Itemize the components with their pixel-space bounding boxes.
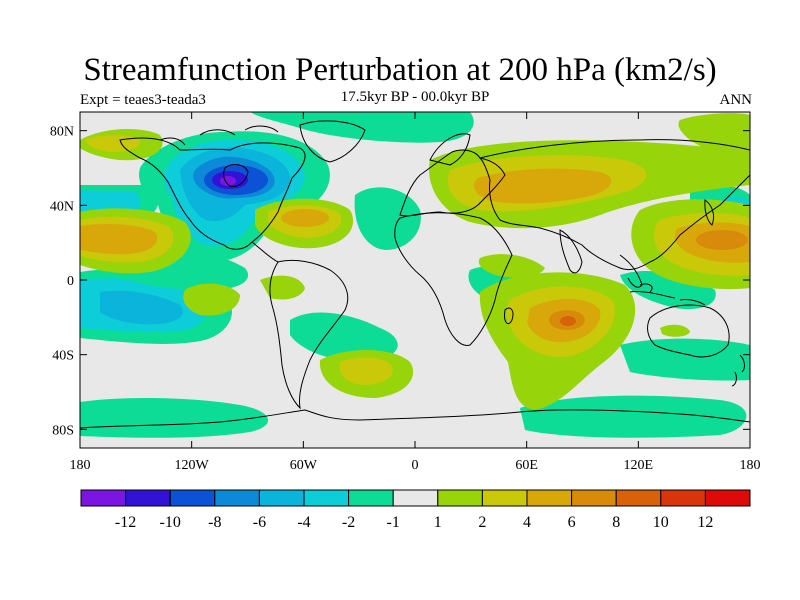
colorbar-label: -10	[160, 514, 181, 531]
contour-africa-pos	[478, 254, 545, 278]
coastline-central-america	[251, 241, 279, 263]
lon-tick-label: 60W	[290, 458, 318, 473]
colorbar-label: -4	[297, 514, 310, 531]
contour-southern-neg	[80, 398, 269, 438]
colorbar-label: 12	[697, 514, 713, 531]
coastline-indochina	[619, 254, 643, 288]
colorbar-swatch	[303, 489, 350, 507]
colorbar-swatch	[437, 489, 483, 507]
contour-arctic-neg	[250, 112, 474, 143]
latitude-axis: 80N 40N 0 40S 80S	[50, 125, 750, 438]
colorbar-label: 4	[523, 514, 531, 531]
contour-fields	[80, 112, 750, 438]
colorbar: -12 -10 -8 -6 -4 -2 -1 1 2 4 6 8 10 12	[80, 489, 751, 531]
colorbar-swatch	[526, 489, 573, 507]
colorbar-swatch	[348, 489, 394, 507]
colorbar-swatch	[214, 489, 260, 507]
colorbar-swatch	[125, 489, 171, 507]
contour-indian-pos5	[560, 316, 576, 326]
colorbar-label: 10	[653, 514, 669, 531]
colorbar-swatch	[615, 489, 662, 507]
experiment-label: Expt = teaes3-teada3	[80, 92, 206, 108]
colorbar-swatch	[80, 489, 127, 507]
coastline-madagascar	[504, 307, 514, 325]
contour-eurasia-pos3	[473, 168, 612, 204]
colorbar-label: 1	[434, 514, 442, 531]
lon-tick-label: 60E	[515, 458, 538, 473]
contour-westpac-pos4	[696, 230, 748, 250]
contour-usa-pos3	[281, 209, 329, 227]
lat-tick-label: 40S	[52, 349, 74, 364]
coastline-scandinavia	[429, 133, 471, 166]
longitude-axis: 180 120W 60W 0 60E 120E 180	[70, 112, 761, 473]
colorbar-label: 8	[612, 514, 620, 531]
coastline-greenland	[299, 120, 366, 163]
colorbar-swatch	[704, 489, 751, 507]
colorbar-swatch	[169, 489, 216, 507]
lat-tick-label: 80N	[50, 125, 74, 140]
contour-centralpac-pos3	[80, 224, 158, 255]
positive-contours	[80, 113, 750, 410]
lon-tick-label: 180	[740, 458, 761, 473]
contour-satl-pos2	[339, 357, 393, 385]
coastline-antarctica	[80, 409, 750, 429]
colorbar-swatch	[660, 489, 706, 507]
coastline-south-america	[269, 259, 349, 410]
coastline-new-zealand	[731, 354, 745, 387]
contour-aus-pos	[660, 324, 690, 337]
contour-southam-neg	[290, 312, 398, 362]
contour-indianocean-neg	[620, 338, 750, 381]
lon-tick-label: 120W	[175, 458, 210, 473]
contour-sam-pos	[183, 283, 240, 316]
colorbar-label: -8	[208, 514, 221, 531]
colorbar-swatch	[481, 489, 528, 507]
figure-title: Streamfunction Perturbation at 200 hPa (…	[83, 52, 717, 88]
coastline-australia	[647, 304, 730, 358]
colorbar-swatch	[571, 489, 617, 507]
colorbar-label: -12	[115, 514, 136, 531]
lat-tick-label: 80S	[52, 423, 74, 438]
coastlines	[80, 120, 750, 429]
coastline-africa	[394, 212, 513, 346]
colorbar-label: -1	[387, 514, 400, 531]
lat-tick-label: 40N	[50, 199, 74, 214]
colorbar-label: -6	[253, 514, 266, 531]
contour-siberia-pos	[678, 113, 750, 160]
figure-subtitle: 17.5kyr BP - 00.0kyr BP	[340, 89, 490, 105]
map-panel	[79, 111, 751, 449]
colorbar-swatch	[392, 489, 439, 507]
coastline-indonesia	[629, 283, 706, 306]
coastline-india	[559, 229, 583, 274]
coastline-hudson-bay	[223, 164, 249, 187]
coastline-north-america	[119, 137, 306, 250]
contour-tropatl-pos	[260, 275, 305, 300]
colorbar-label: 6	[568, 514, 576, 531]
colorbar-label: 2	[478, 514, 486, 531]
colorbar-swatch	[258, 489, 305, 507]
coastline-arctic-islands	[159, 125, 279, 146]
lon-tick-label: 180	[70, 458, 91, 473]
coastline-asia	[479, 139, 750, 271]
coastline-japan	[704, 199, 715, 226]
season-label: ANN	[719, 92, 753, 108]
lat-tick-label: 0	[67, 274, 74, 289]
contour-southern-neg2	[520, 395, 747, 438]
lon-tick-label: 0	[412, 458, 419, 473]
contour-southpac-neg3	[100, 290, 183, 325]
lon-tick-label: 120E	[624, 458, 654, 473]
colorbar-label: -2	[342, 514, 355, 531]
